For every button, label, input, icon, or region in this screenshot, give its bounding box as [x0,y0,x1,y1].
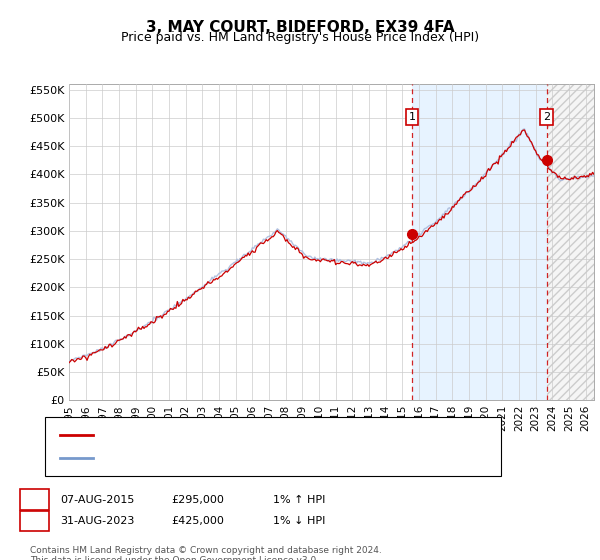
Text: 3, MAY COURT, BIDEFORD, EX39 4FA: 3, MAY COURT, BIDEFORD, EX39 4FA [146,20,454,35]
Bar [547,84,594,400]
Text: £425,000: £425,000 [171,516,224,526]
Text: 2: 2 [543,112,550,122]
Text: HPI: Average price, detached house, Torridge: HPI: Average price, detached house, Torr… [99,453,350,463]
Text: 1% ↓ HPI: 1% ↓ HPI [273,516,325,526]
Text: Price paid vs. HM Land Registry's House Price Index (HPI): Price paid vs. HM Land Registry's House … [121,31,479,44]
Text: 07-AUG-2015: 07-AUG-2015 [60,494,134,505]
Text: 1: 1 [409,112,415,122]
Text: £295,000: £295,000 [171,494,224,505]
Bar [547,84,594,400]
Text: 2: 2 [31,516,38,526]
Text: 1% ↑ HPI: 1% ↑ HPI [273,494,325,505]
Text: 31-AUG-2023: 31-AUG-2023 [60,516,134,526]
Text: 3, MAY COURT, BIDEFORD, EX39 4FA (detached house): 3, MAY COURT, BIDEFORD, EX39 4FA (detach… [99,430,404,440]
Text: 1: 1 [31,494,38,505]
Bar [412,84,547,400]
Text: Contains HM Land Registry data © Crown copyright and database right 2024.
This d: Contains HM Land Registry data © Crown c… [30,546,382,560]
